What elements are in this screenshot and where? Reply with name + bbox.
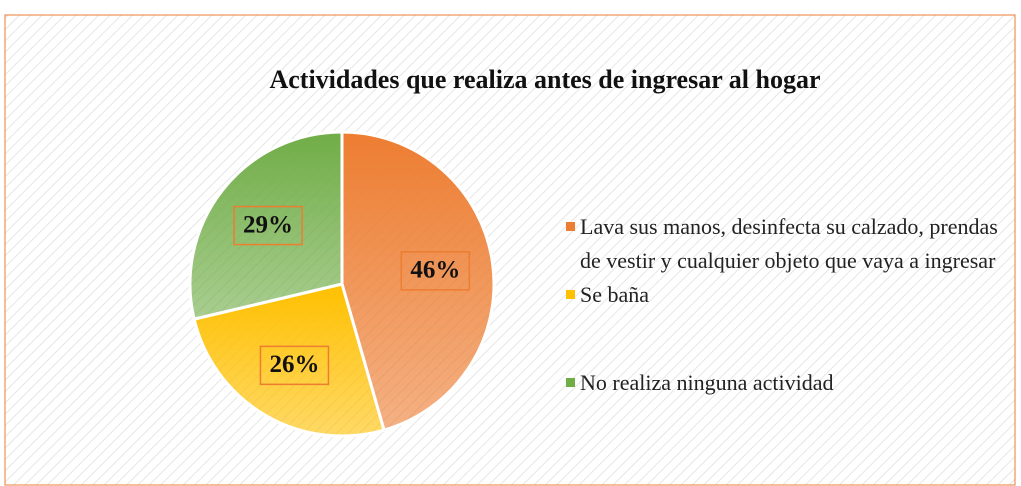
legend-swatch	[566, 378, 575, 387]
chart-area	[4, 14, 1016, 486]
legend-entry: Se baña	[566, 278, 1016, 312]
pie-slice	[340, 130, 496, 432]
pie-slice	[188, 130, 344, 321]
chart-title: Actividades que realiza antes de ingresa…	[269, 65, 820, 94]
data-label-box	[400, 251, 471, 291]
data-label: 29%	[243, 211, 293, 238]
legend-swatch	[566, 290, 575, 299]
legend-label: Lava sus manos, desinfecta su calzado, p…	[580, 214, 998, 273]
legend: Lava sus manos, desinfecta su calzado, p…	[566, 210, 1016, 400]
legend-entry: Lava sus manos, desinfecta su calzado, p…	[566, 210, 1016, 278]
legend-label: Se baña	[580, 282, 650, 307]
data-label: 26%	[269, 351, 319, 378]
legend-swatch	[566, 222, 575, 231]
legend-label: No realiza ninguna actividad	[580, 370, 834, 395]
legend-entry: No realiza ninguna actividad	[566, 366, 1016, 400]
data-label-box	[259, 345, 330, 386]
pie-slice	[192, 282, 386, 438]
data-label: 46%	[410, 257, 460, 284]
data-label-box	[233, 205, 303, 246]
